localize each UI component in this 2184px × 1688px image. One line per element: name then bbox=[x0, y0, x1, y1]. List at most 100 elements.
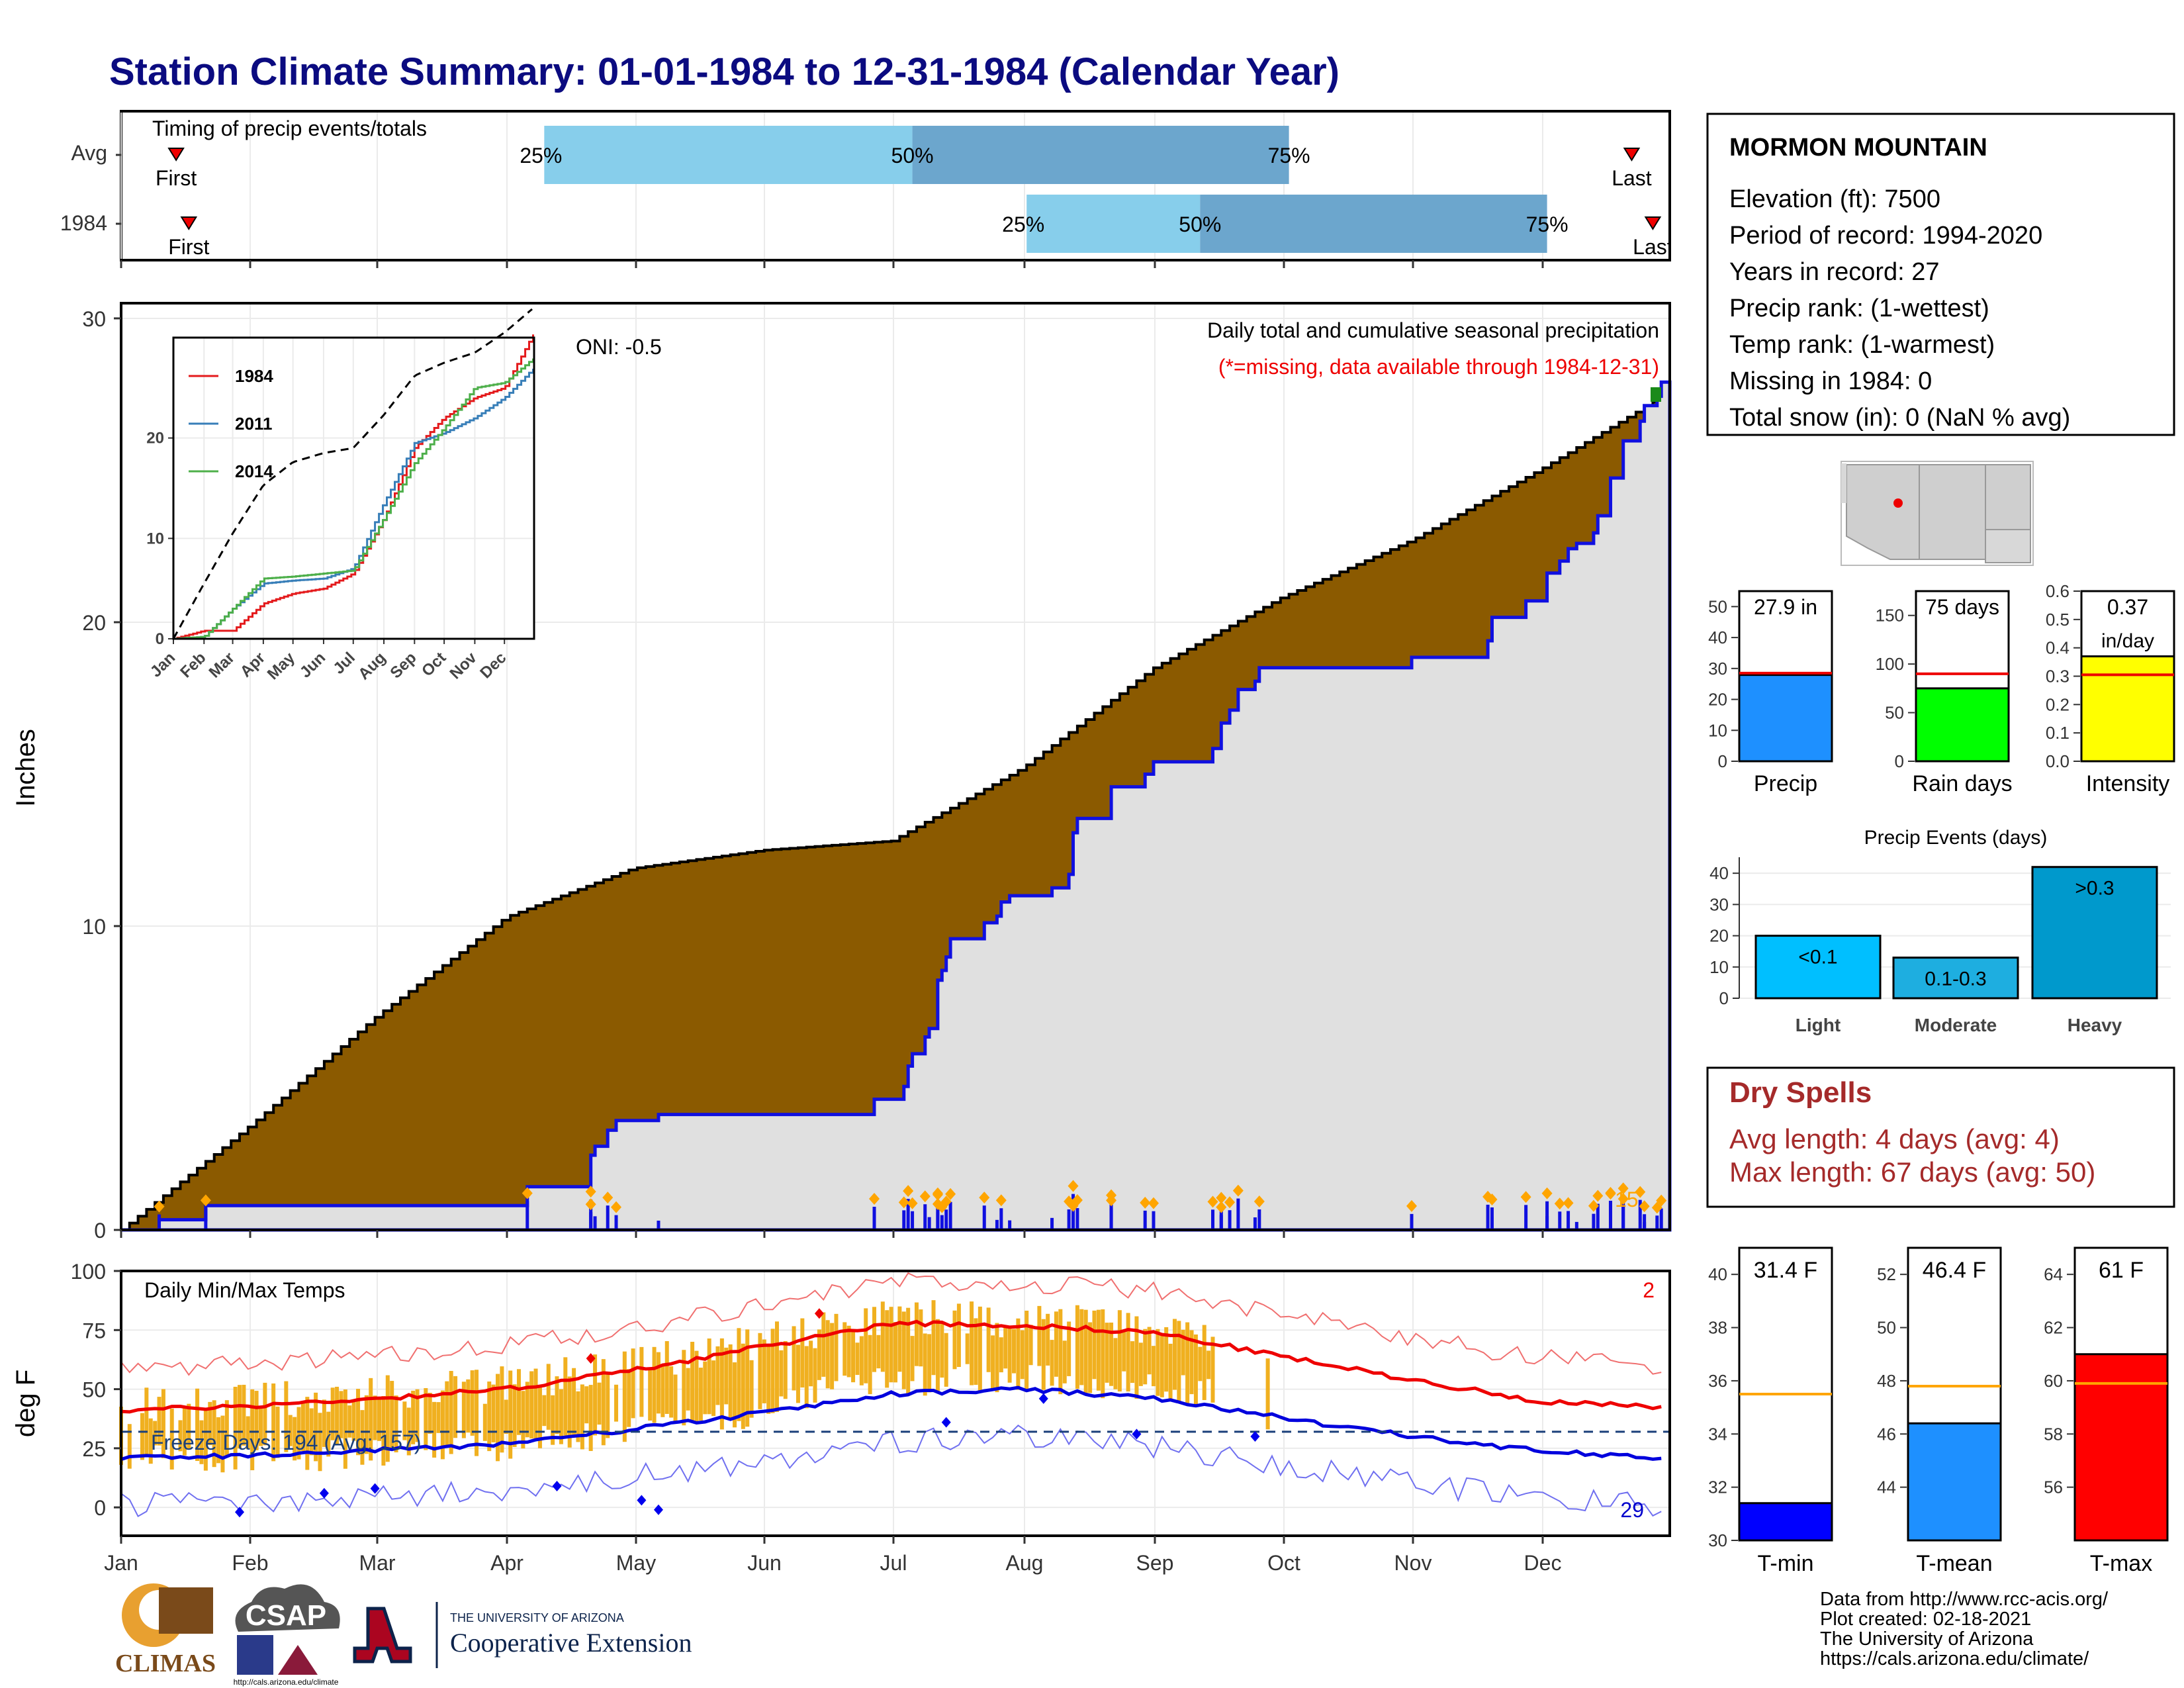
heavy-event-diamond bbox=[585, 1186, 596, 1198]
timing-bar-25-50 bbox=[1026, 195, 1201, 253]
daily-temp-bar bbox=[664, 1340, 669, 1414]
timing-row-label-year: 1984 bbox=[60, 211, 107, 235]
daily-temp-bar bbox=[800, 1318, 805, 1388]
last-event-marker bbox=[1623, 148, 1641, 162]
stat-tick-label: 0.4 bbox=[2046, 638, 2070, 658]
heavy-event-diamond bbox=[1148, 1197, 1159, 1209]
station-line-years: Years in record: 27 bbox=[1729, 258, 1940, 286]
daily-temp-bar bbox=[208, 1401, 212, 1446]
temp-ylabel: deg F bbox=[11, 1370, 40, 1437]
daily-temp-bar bbox=[796, 1344, 800, 1403]
temp-stat-value: 31.4 F bbox=[1754, 1258, 1817, 1283]
station-line-temp-rank: Temp rank: (1-warmest) bbox=[1729, 331, 1995, 359]
daily-temp-bar bbox=[766, 1346, 771, 1414]
daily-precip-bar bbox=[1236, 1198, 1240, 1230]
daily-temp-bar bbox=[263, 1382, 267, 1446]
events-bar bbox=[2031, 866, 2158, 1000]
temp-stat-tick-label: 30 bbox=[1708, 1530, 1727, 1550]
temp-stat-tick-label: 50 bbox=[1877, 1318, 1896, 1338]
daily-temp-bar bbox=[1105, 1323, 1109, 1383]
temp-stat-tick-label: 62 bbox=[2044, 1318, 2063, 1338]
stat-tick-label: 30 bbox=[1708, 659, 1727, 679]
daily-temp-bar bbox=[563, 1357, 568, 1436]
ua-logo-top: THE UNIVERSITY OF ARIZONA bbox=[450, 1611, 624, 1624]
daily-temp-bar bbox=[995, 1323, 999, 1393]
stat-tick-label: 10 bbox=[1708, 720, 1727, 740]
daily-temp-bar bbox=[347, 1405, 352, 1438]
daily-temp-bar bbox=[559, 1389, 563, 1444]
daily-temp-bar bbox=[876, 1335, 881, 1369]
daily-precip-bar bbox=[657, 1221, 660, 1230]
daily-temp-bar bbox=[901, 1311, 906, 1389]
daily-temp-bar bbox=[335, 1386, 340, 1446]
daily-temp-bar bbox=[885, 1310, 889, 1388]
daily-precip-bar bbox=[1257, 1209, 1261, 1230]
heavy-event-diamond bbox=[903, 1185, 914, 1197]
daily-temp-bar bbox=[233, 1386, 238, 1470]
stat-tick-label: 100 bbox=[1876, 654, 1904, 674]
daily-temp-bar bbox=[445, 1381, 449, 1448]
daily-precip-bar bbox=[1608, 1201, 1612, 1230]
daily-temp-bar bbox=[1016, 1318, 1021, 1390]
daily-temp-bar bbox=[385, 1375, 390, 1462]
daily-temp-bar bbox=[440, 1390, 445, 1460]
daily-temp-bar bbox=[220, 1415, 225, 1473]
heavy-event-diamond bbox=[1140, 1196, 1151, 1209]
daily-temp-bar bbox=[821, 1312, 826, 1377]
daily-temp-bar bbox=[1050, 1340, 1054, 1386]
daily-temp-bar bbox=[238, 1385, 242, 1449]
daily-temp-bar bbox=[707, 1338, 711, 1415]
record-high-marker bbox=[586, 1353, 596, 1364]
station-line-period: Period of record: 1994-2020 bbox=[1729, 222, 2042, 250]
daily-temp-bar bbox=[475, 1370, 479, 1456]
dry-spells-max: Max length: 67 days (avg: 50) bbox=[1729, 1156, 2095, 1188]
daily-temp-bar bbox=[834, 1313, 839, 1382]
daily-temp-bar bbox=[373, 1395, 377, 1440]
temp-stat-tick-label: 34 bbox=[1708, 1424, 1727, 1444]
daily-temp-bar bbox=[1088, 1322, 1093, 1393]
daily-precip-bar bbox=[1253, 1217, 1257, 1230]
daily-precip-bar bbox=[923, 1204, 927, 1230]
daily-temp-bar bbox=[377, 1397, 381, 1441]
temp-heading: Daily Min/Max Temps bbox=[144, 1278, 345, 1302]
daily-temp-bar bbox=[1164, 1327, 1169, 1392]
daily-temp-bar bbox=[694, 1350, 699, 1423]
ua-logo-bottom: Cooperative Extension bbox=[450, 1628, 692, 1658]
daily-temp-bar bbox=[986, 1307, 991, 1372]
daily-temp-bar bbox=[741, 1343, 745, 1429]
heavy-event-diamond bbox=[602, 1192, 614, 1204]
daily-temp-bar bbox=[631, 1348, 635, 1419]
daily-temp-bar bbox=[551, 1395, 555, 1445]
timing-label-25: 25% bbox=[520, 144, 562, 167]
daily-temp-bar bbox=[1134, 1316, 1139, 1399]
daily-temp-bar bbox=[293, 1417, 297, 1461]
year-cumulative-area bbox=[121, 380, 1672, 1232]
daily-precip-bar bbox=[1075, 1208, 1079, 1230]
daily-temp-bar bbox=[660, 1364, 665, 1417]
stat-label: Intensity bbox=[2086, 771, 2170, 796]
timing-bar-25-50 bbox=[544, 126, 913, 184]
temp-month-label: Dec bbox=[1524, 1551, 1562, 1575]
daily-temp-bar bbox=[330, 1387, 335, 1440]
avg-max-line bbox=[120, 1319, 1662, 1414]
daily-temp-bar bbox=[715, 1346, 720, 1405]
temp-ytick-label: 100 bbox=[71, 1260, 106, 1284]
daily-temp-bar bbox=[309, 1408, 314, 1456]
stat-value: 0.37 bbox=[2107, 595, 2148, 619]
daily-temp-bar bbox=[305, 1397, 310, 1470]
daily-temp-bar bbox=[813, 1348, 817, 1403]
daily-temp-bar bbox=[1143, 1329, 1148, 1385]
daily-precip-bar bbox=[1524, 1205, 1528, 1230]
daily-temp-bar bbox=[758, 1333, 762, 1409]
timing-label-75: 75% bbox=[1268, 144, 1310, 167]
daily-temp-bar bbox=[296, 1407, 301, 1460]
heavy-event-diamond bbox=[979, 1192, 990, 1204]
heavy-event-diamond bbox=[200, 1194, 211, 1207]
hot-days-count: 2 bbox=[1643, 1278, 1655, 1302]
daily-temp-bar bbox=[461, 1382, 466, 1438]
daily-precip-bar bbox=[872, 1207, 876, 1230]
temp-stat-tick-label: 40 bbox=[1708, 1264, 1727, 1284]
daily-temp-bar bbox=[686, 1368, 690, 1411]
daily-temp-bar bbox=[1130, 1341, 1135, 1383]
temp-month-label: Aug bbox=[1006, 1551, 1044, 1575]
